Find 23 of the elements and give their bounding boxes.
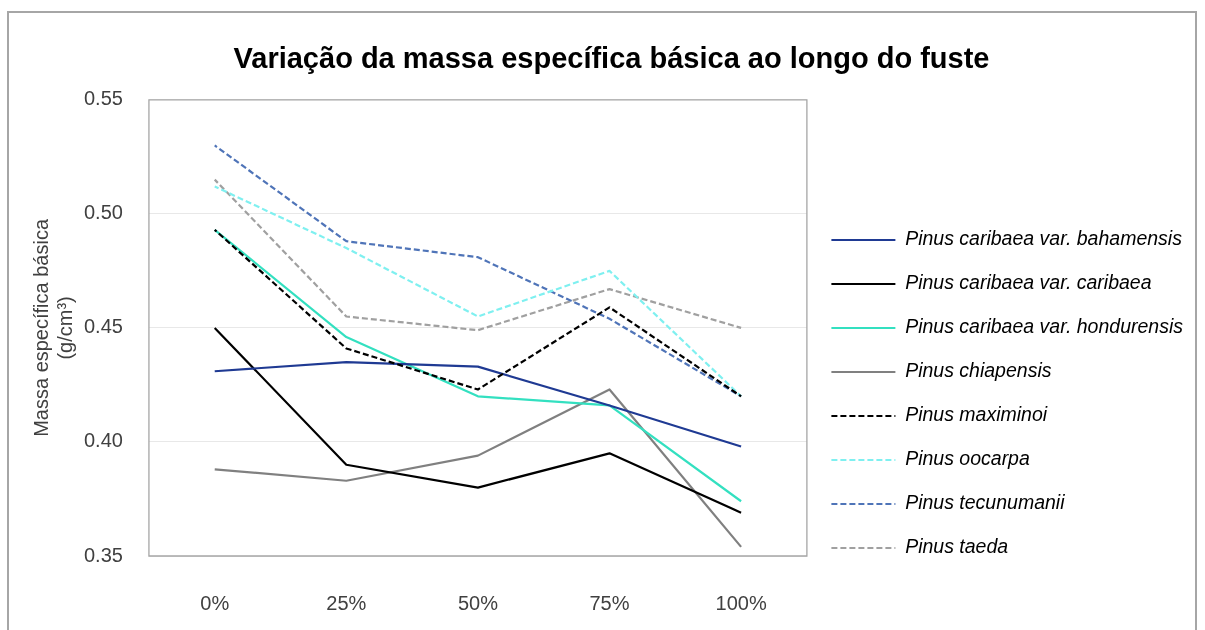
legend-label: Pinus tecunumanii [905, 491, 1066, 514]
legend-label: Pinus caribaea var. caribaea [905, 271, 1152, 294]
y-tick-label: 0.55 [83, 87, 123, 110]
chart-title: Variação da massa específica básica ao longo do fuste [233, 42, 990, 75]
legend-label: Pinus chiapensis [905, 359, 1052, 382]
y-axis-title: Massa específica básica (g/cm³) [29, 218, 76, 437]
line-series [213, 228, 743, 398]
legend-label: Pinus oocarpa [905, 447, 1030, 470]
line-series [213, 185, 743, 398]
x-tick-label: 25% [326, 591, 367, 614]
line-series [213, 178, 743, 332]
x-tick-label: 0% [200, 591, 230, 614]
y-tick-label: 0.40 [83, 429, 123, 452]
y-tick-label: 0.35 [83, 543, 123, 566]
legend-label: Pinus caribaea var. bahamensis [905, 227, 1183, 250]
x-tick-label: 75% [589, 591, 630, 614]
legend-label: Pinus caribaea var. hondurensis [905, 315, 1184, 338]
y-tick-label: 0.50 [83, 201, 123, 224]
x-tick-label: 100% [715, 591, 767, 614]
x-tick-label: 50% [457, 591, 499, 614]
legend-label: Pinus maximinoi [905, 403, 1048, 426]
y-tick-label: 0.45 [83, 315, 123, 338]
legend-label: Pinus taeda [905, 535, 1009, 558]
